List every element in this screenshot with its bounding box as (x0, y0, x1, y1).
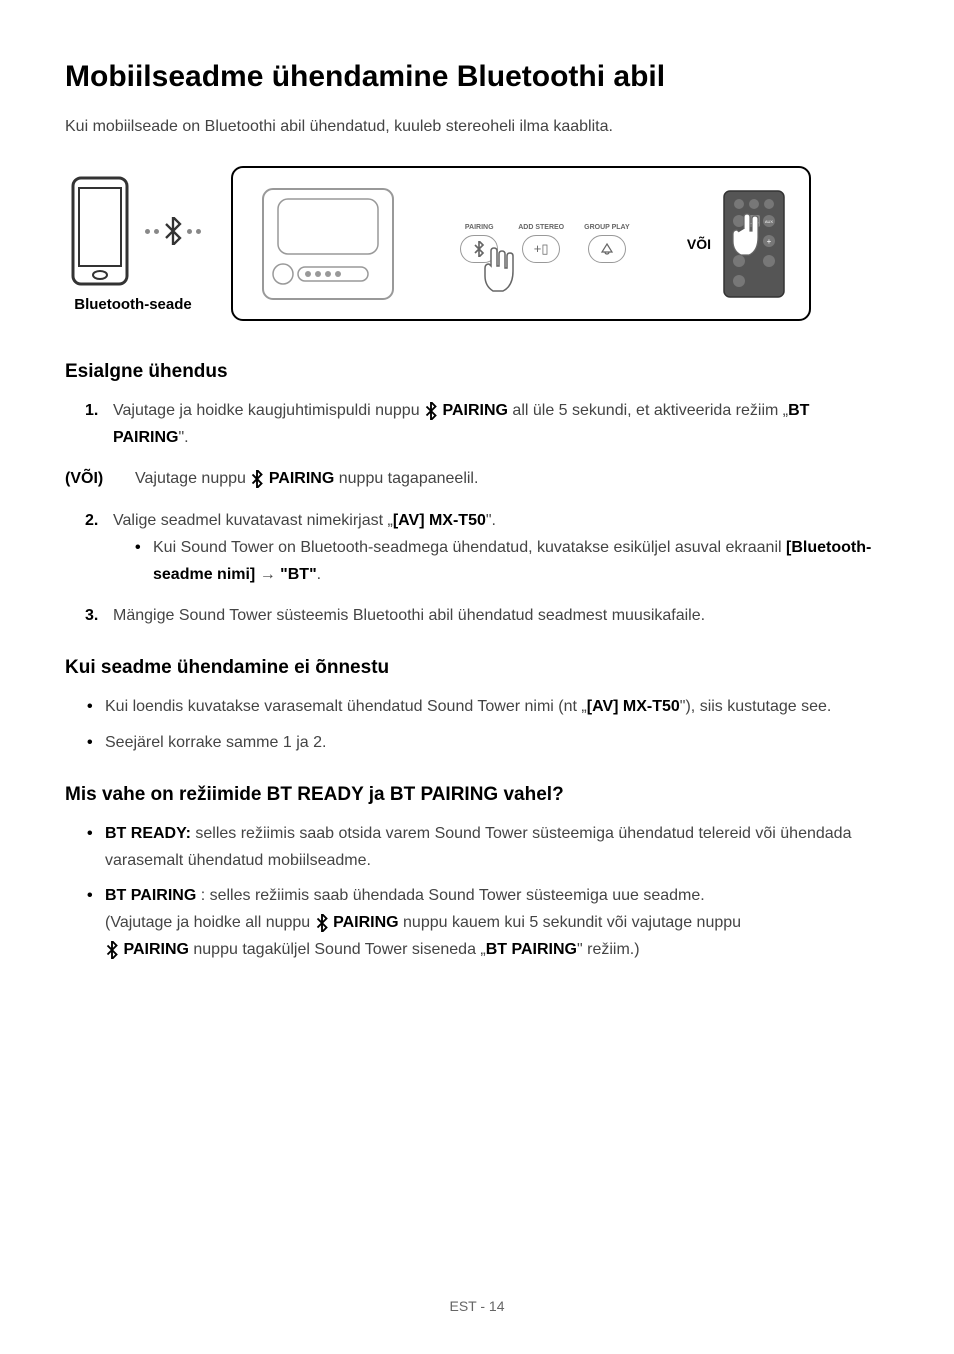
section2-bullet1-before: Kui loendis kuvatakse varasemalt ühendat… (105, 698, 587, 715)
voi-label: (VÕI) (65, 465, 103, 492)
device-buttons: PAIRING ADD STEREO +▯ GROUP PLAY (460, 224, 629, 263)
remote-icon: USB AUX + (719, 189, 789, 299)
section3-pairing1: PAIRING (333, 914, 398, 931)
step1-pairing: PAIRING (442, 402, 507, 419)
section2-bullet2: Seejärel korrake samme 1 ja 2. (87, 729, 889, 756)
section1-heading: Esialgne ühendus (65, 361, 889, 383)
section2-list: Kui loendis kuvatakse varasemalt ühendat… (65, 693, 889, 755)
section3-list: BT READY: selles režiimis saab otsida va… (65, 820, 889, 964)
add-stereo-button: +▯ (522, 235, 560, 263)
remote-section: VÕI USB AUX + (687, 189, 789, 299)
page-footer: EST - 14 (0, 1298, 954, 1314)
step2-num: 2. (85, 507, 98, 534)
step2-text-before: Valige seadmel kuvatavast nimekirjast „ (113, 512, 393, 529)
svg-text:AUX: AUX (765, 219, 774, 224)
step2-arrow: → (255, 566, 280, 583)
svg-text:+: + (767, 237, 772, 246)
phone-section: Bluetooth-seade (65, 166, 201, 313)
section3-bullet2-text1: : selles režiimis saab ühendada Sound To… (196, 887, 704, 904)
page-title: Mobiilseadme ühendamine Bluetoothi abil (65, 60, 889, 94)
step2-bullet-after: . (317, 566, 321, 583)
section3-bullet2-text4: nuppu tagaküljel Sound Tower siseneda „ (189, 941, 486, 958)
phone-label: Bluetooth-seade (74, 296, 192, 313)
device-box: PAIRING ADD STEREO +▯ GROUP PLAY (231, 166, 811, 321)
section3-bullet2-text2: (Vajutage ja hoidke all nuppu (105, 914, 315, 931)
step1-num: 1. (85, 397, 98, 424)
step2: 2. Valige seadmel kuvatavast nimekirjast… (85, 507, 889, 589)
step2-device: [AV] MX-T50 (393, 512, 486, 529)
section2-bullet1: Kui loendis kuvatakse varasemalt ühendat… (87, 693, 889, 720)
step1: 1. Vajutage ja hoidke kaugjuhtimispuldi … (85, 397, 889, 451)
phone-icon (65, 176, 135, 286)
group-play-label: GROUP PLAY (584, 224, 630, 231)
section2-bullet1-after: "), siis kustutage see. (680, 698, 832, 715)
pairing-button-group: PAIRING (460, 224, 498, 263)
hand-icon (481, 246, 521, 296)
section2-bullet1-device: [AV] MX-T50 (587, 698, 680, 715)
steps-list: 1. Vajutage ja hoidke kaugjuhtimispuldi … (65, 397, 889, 629)
or-text: VÕI (687, 236, 711, 252)
bluetooth-icon (424, 402, 438, 420)
section3-bullet2-text5: " režiim.) (577, 941, 640, 958)
diagram-row: Bluetooth-seade PAIRING (65, 166, 889, 321)
step1-text-mid: all üle 5 sekundi, et aktiveerida režiim… (508, 402, 788, 419)
bluetooth-icon (163, 217, 183, 245)
section2-heading: Kui seadme ühendamine ei õnnestu (65, 657, 889, 679)
step1-text-before: Vajutage ja hoidke kaugjuhtimispuldi nup… (113, 402, 424, 419)
speaker-top-icon (253, 179, 403, 309)
section3-bt-pairing: BT PAIRING (486, 941, 577, 958)
pairing-button (460, 235, 498, 263)
step3-text: Mängige Sound Tower süsteemis Bluetoothi… (113, 607, 705, 624)
step3: 3. Mängige Sound Tower süsteemis Bluetoo… (85, 602, 889, 629)
add-stereo-button-group: ADD STEREO +▯ (518, 224, 564, 263)
group-play-button-group: GROUP PLAY (584, 224, 630, 263)
section3-bullet2-label: BT PAIRING (105, 887, 196, 904)
add-stereo-label: ADD STEREO (518, 224, 564, 231)
section3-bullet1-label: BT READY: (105, 825, 191, 842)
step2-bt: "BT" (280, 566, 317, 583)
step2-bullet-before: Kui Sound Tower on Bluetooth-seadmega üh… (153, 539, 786, 556)
voi-pairing: PAIRING (269, 470, 334, 487)
group-play-button (588, 235, 626, 263)
section3-heading: Mis vahe on režiimide BT READY ja BT PAI… (65, 784, 889, 806)
step2-bullet: Kui Sound Tower on Bluetooth-seadmega üh… (135, 534, 889, 588)
section3-bullet2: BT PAIRING : selles režiimis saab ühenda… (87, 882, 889, 964)
section3-bullet1-text: selles režiimis saab otsida varem Sound … (105, 825, 851, 869)
intro-text: Kui mobiilseade on Bluetoothi abil ühend… (65, 118, 889, 136)
section3-pairing2: PAIRING (123, 941, 188, 958)
step2-text-after: ". (486, 512, 496, 529)
voi-text-after: nuppu tagapaneelil. (334, 470, 478, 487)
bluetooth-icon (250, 470, 264, 488)
voi-text-before: Vajutage nuppu (135, 470, 250, 487)
bt-connect-dots (145, 217, 201, 245)
pairing-label: PAIRING (465, 224, 494, 231)
step1-text-after: ". (178, 429, 188, 446)
bluetooth-icon (105, 941, 119, 959)
phone-row (65, 176, 201, 286)
bluetooth-icon (315, 914, 329, 932)
step3-num: 3. (85, 602, 98, 629)
section3-bullet1: BT READY: selles režiimis saab otsida va… (87, 820, 889, 874)
section3-bullet2-text3: nuppu kauem kui 5 sekundit või vajutage … (399, 914, 741, 931)
voi-step: (VÕI) Vajutage nuppu PAIRING nuppu tagap… (85, 465, 889, 492)
